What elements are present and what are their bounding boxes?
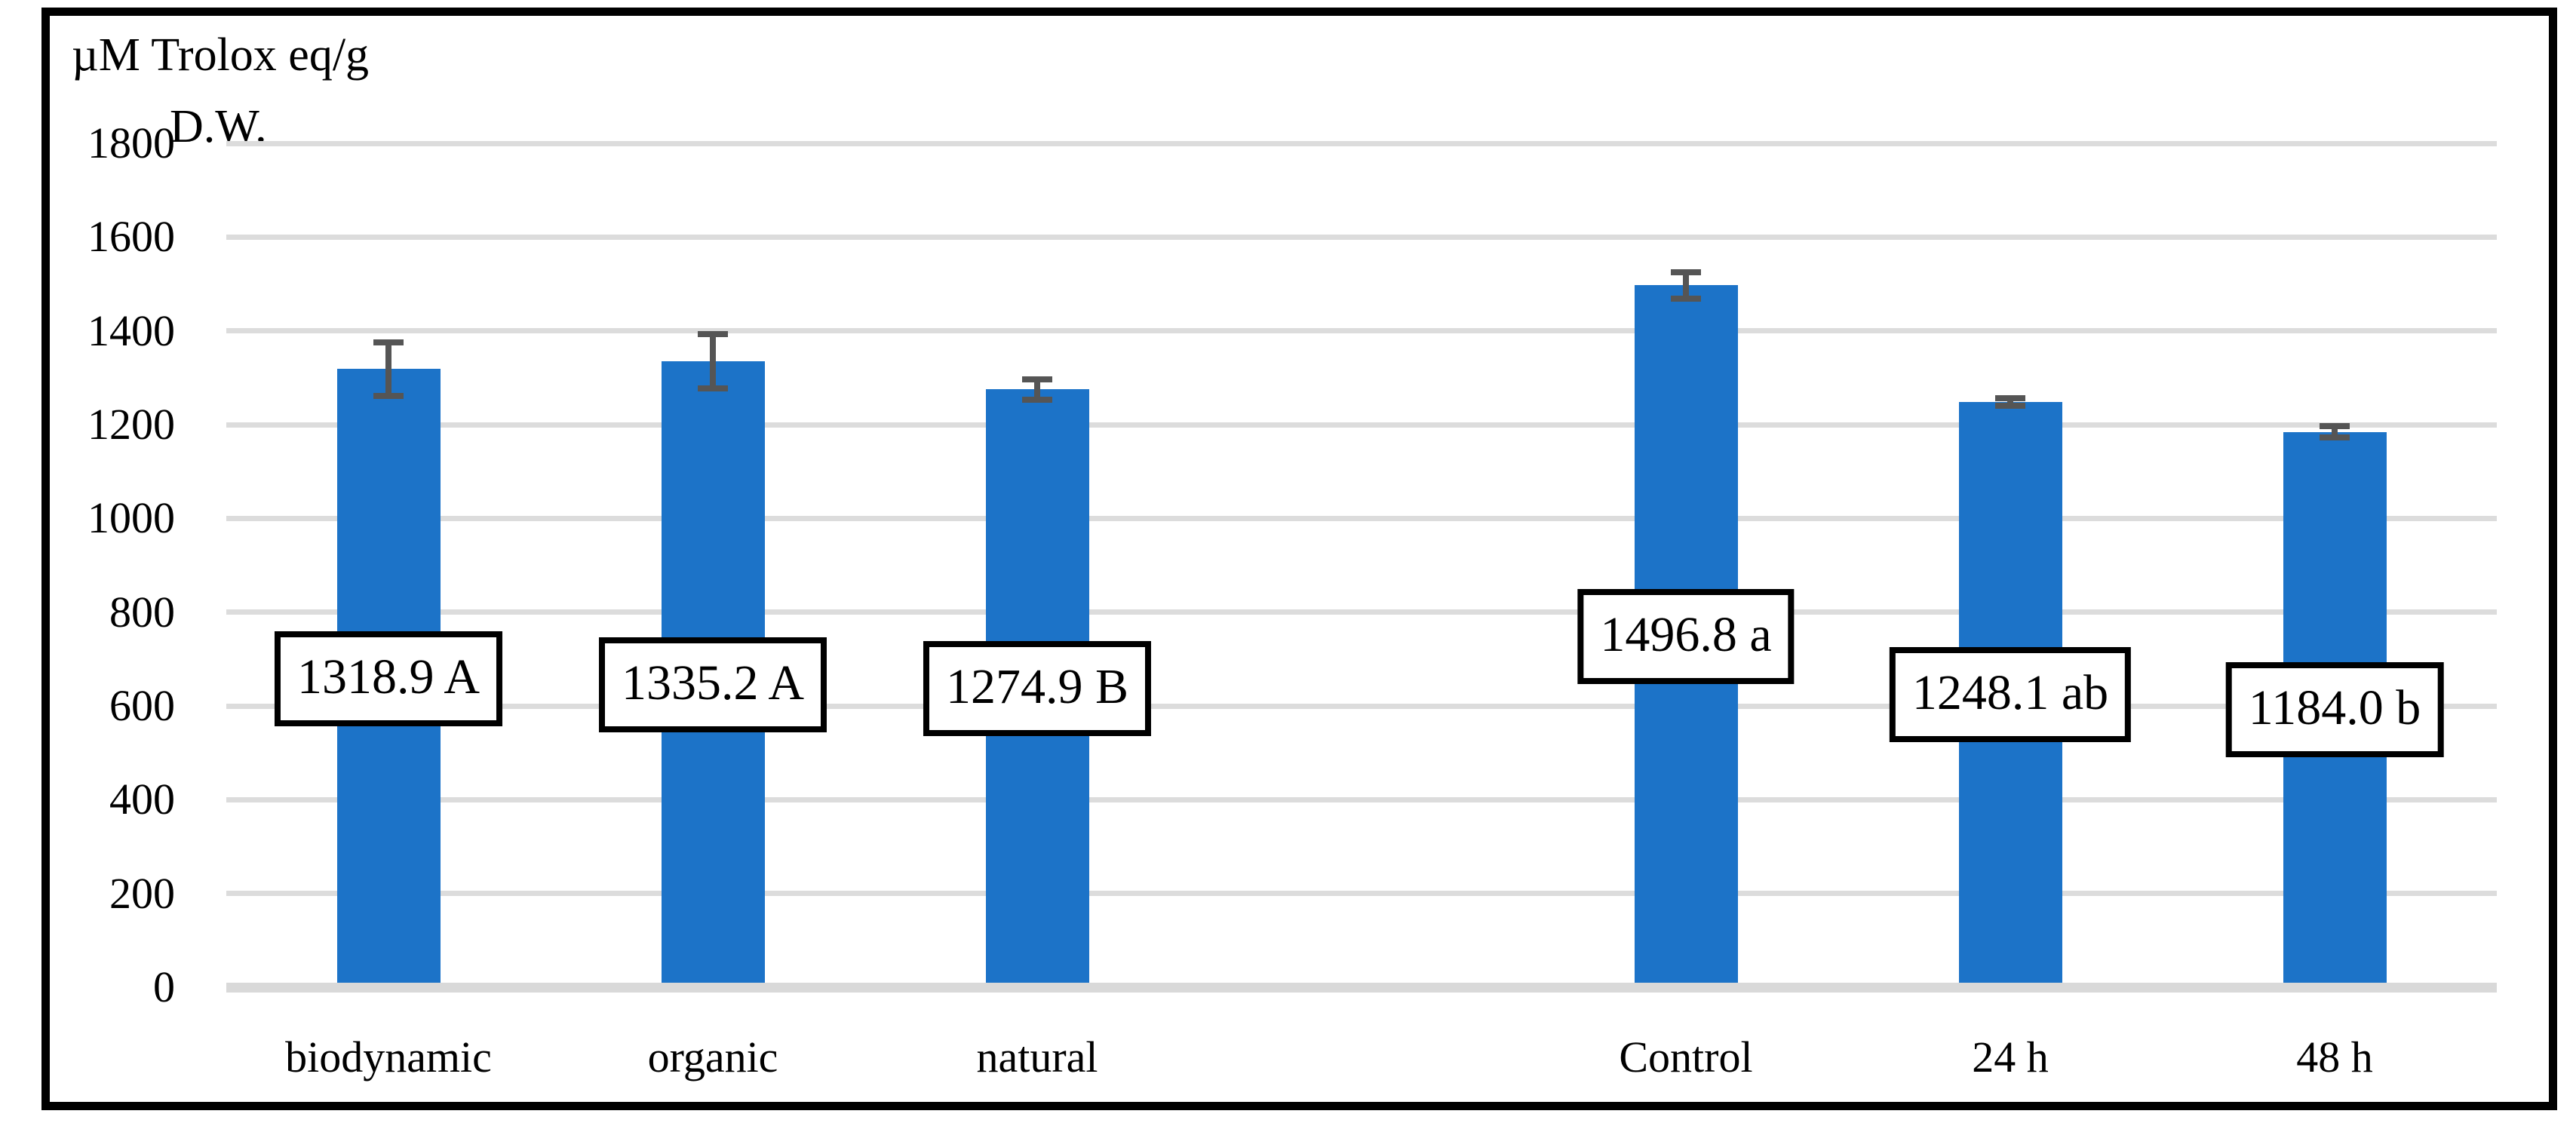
error-bar-cap-top-24 h (1995, 395, 2025, 402)
gridline-1400 (226, 328, 2497, 334)
error-bar-cap-bottom-Control (1671, 295, 1701, 302)
x-category-label-organic: organic (647, 1032, 778, 1082)
data-label-biodynamic: 1318.9 A (274, 631, 503, 726)
y-tick-label-1800: 1800 (88, 118, 175, 167)
error-bar-cap-bottom-organic (698, 385, 728, 391)
gridline-400 (226, 796, 2497, 802)
gridline-200 (226, 891, 2497, 897)
gridline-1000 (226, 515, 2497, 521)
y-tick-label-600: 600 (109, 681, 175, 730)
y-tick-label-1000: 1000 (88, 493, 175, 543)
error-bar-whisker-48 h (2332, 426, 2338, 438)
x-category-label-natural: natural (976, 1032, 1098, 1082)
error-bar-whisker-natural (1034, 379, 1040, 400)
x-axis-line (226, 983, 2497, 993)
error-bar-cap-top-48 h (2320, 423, 2350, 430)
y-tick-label-200: 200 (109, 868, 175, 918)
error-bar-cap-bottom-24 h (1995, 403, 2025, 410)
error-bar-whisker-Control (1683, 272, 1689, 299)
y-tick-label-400: 400 (109, 775, 175, 824)
y-axis-title-line1: µM Trolox eq/g (72, 29, 370, 81)
error-bar-whisker-organic (710, 333, 716, 388)
error-bar-cap-top-biodynamic (373, 339, 404, 345)
gridline-600 (226, 703, 2497, 709)
error-bar-cap-top-natural (1022, 376, 1052, 382)
x-category-label-biodynamic: biodynamic (285, 1032, 492, 1082)
gridline-1800 (226, 140, 2497, 146)
data-label-24 h: 1248.1 ab (1889, 647, 2132, 743)
y-tick-label-0: 0 (153, 962, 175, 1011)
gridline-1200 (226, 422, 2497, 428)
gridline-800 (226, 609, 2497, 615)
error-bar-cap-bottom-biodynamic (373, 392, 404, 399)
error-bar-whisker-biodynamic (385, 342, 391, 396)
x-category-label-Control: Control (1619, 1032, 1753, 1082)
x-category-label-24 h: 24 h (1972, 1032, 2049, 1082)
y-tick-label-1200: 1200 (88, 400, 175, 449)
data-label-organic: 1335.2 A (598, 637, 827, 733)
error-bar-whisker-24 h (2007, 398, 2013, 407)
figure-frame (41, 8, 2557, 1110)
gridline-1600 (226, 234, 2497, 240)
error-bar-cap-top-Control (1671, 269, 1701, 276)
data-label-natural: 1274.9 B (923, 640, 1152, 736)
y-tick-label-800: 800 (109, 587, 175, 637)
y-tick-label-1400: 1400 (88, 305, 175, 355)
data-label-48 h: 1184.0 b (2225, 661, 2444, 757)
y-tick-label-1600: 1600 (88, 212, 175, 262)
x-category-label-48 h: 48 h (2296, 1032, 2373, 1082)
error-bar-cap-top-organic (698, 330, 728, 337)
data-label-Control: 1496.8 a (1577, 588, 1795, 684)
error-bar-cap-bottom-48 h (2320, 434, 2350, 441)
error-bar-cap-bottom-natural (1022, 397, 1052, 403)
